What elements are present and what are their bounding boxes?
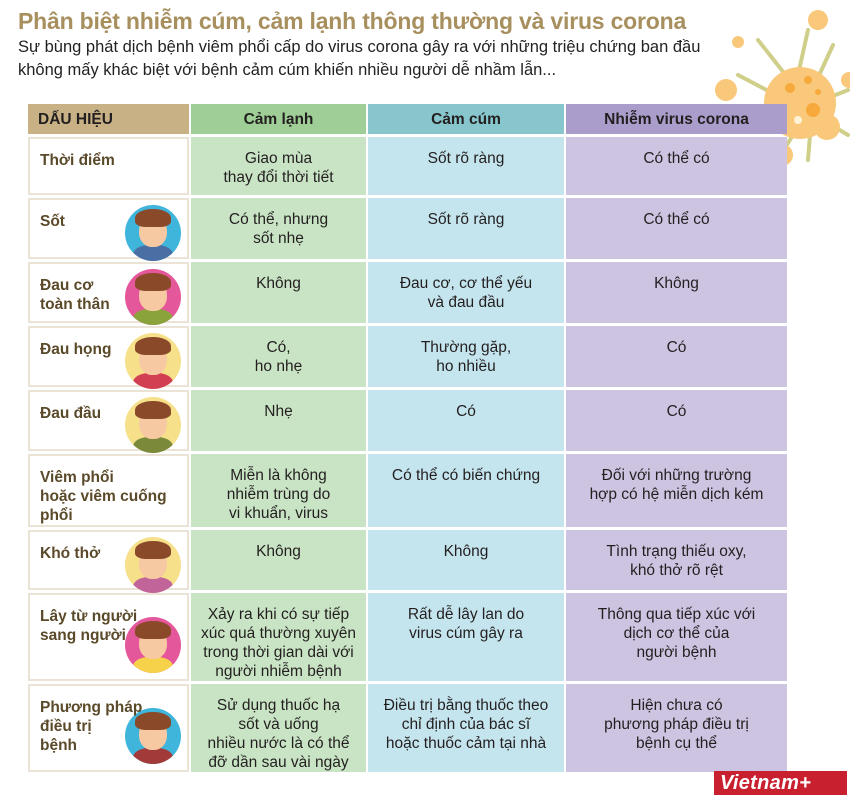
row-sign-label: Thời điểm — [28, 137, 189, 195]
cell-cold: Xảy ra khi có sự tiếp xúc quá thường xuy… — [191, 593, 366, 681]
row-sign-label-text: Viêm phổi hoặc viêm cuống phổi — [40, 469, 167, 524]
cell-flu-text: Điều trị bằng thuốc theo chỉ định của bá… — [383, 697, 549, 752]
cell-corona: Không — [566, 262, 787, 323]
column-header-sign: DẤU HIỆU — [28, 104, 189, 134]
page-subtitle: Sự bùng phát dịch bệnh viêm phổi cấp do … — [18, 38, 701, 79]
fever-person-icon — [125, 205, 181, 261]
cell-corona: Hiện chưa có phương pháp điều trị bệnh c… — [566, 684, 787, 772]
vietnamplus-logo: Vietnam+ — [714, 771, 847, 795]
cell-flu: Sốt rõ ràng — [368, 137, 564, 195]
column-header-corona: Nhiễm virus corona — [566, 104, 787, 134]
table-row: Khó thở Không Không Tình trạng thiếu oxy, k… — [28, 530, 787, 593]
row-sign-label: Đau họng — [28, 326, 189, 389]
cell-cold-text: Sử dụng thuốc hạ sốt và uống nhiều nước … — [207, 697, 350, 771]
cell-corona-text: Thông qua tiếp xúc với dịch cơ thể của n… — [597, 606, 756, 661]
row-sign-label: Lây từ người sang người — [28, 593, 189, 681]
cell-corona: Tình trạng thiếu oxy, khó thở rõ rệt — [566, 530, 787, 590]
cell-corona: Có thể có — [566, 198, 787, 259]
row-sign-label-text: Thời điểm — [40, 152, 115, 169]
row-sign-label-text: Đau họng — [40, 341, 112, 358]
cell-flu: Có — [368, 390, 564, 451]
cell-corona: Có thể có — [566, 137, 787, 195]
cell-cold: Sử dụng thuốc hạ sốt và uống nhiều nước … — [191, 684, 366, 772]
cell-flu: Sốt rõ ràng — [368, 198, 564, 259]
body-ache-person-icon — [125, 269, 181, 325]
cell-flu: Không — [368, 530, 564, 590]
row-sign-label-text: Lây từ người sang người — [40, 608, 138, 644]
cell-corona-text: Tình trạng thiếu oxy, khó thở rõ rệt — [606, 543, 747, 579]
row-sign-label-text: Phương pháp điều trị bệnh — [40, 699, 143, 754]
cell-corona: Có — [566, 390, 787, 451]
cell-cold-text: Nhẹ — [264, 403, 293, 420]
row-sign-label: Phương pháp điều trị bệnh — [28, 684, 189, 772]
cell-flu: Đau cơ, cơ thể yếu và đau đầu — [368, 262, 564, 323]
cell-corona-text: Hiện chưa có phương pháp điều trị bệnh c… — [604, 697, 749, 752]
cell-cold-text: Không — [256, 275, 301, 292]
sick-person-icon — [125, 708, 181, 764]
cell-cold-text: Giao mùa thay đổi thời tiết — [223, 150, 334, 186]
cell-corona-text: Có thể có — [643, 211, 710, 228]
cell-corona-text: Có — [666, 403, 687, 420]
cell-flu-text: Không — [443, 543, 489, 560]
cell-cold-text: Miễn là không nhiễm trùng do vi khuẩn, v… — [226, 467, 331, 522]
row-sign-label: Đau cơ toàn thân — [28, 262, 189, 325]
page-title: Phân biệt nhiễm cúm, cảm lạnh thông thườ… — [18, 8, 687, 34]
row-sign-label: Viêm phổi hoặc viêm cuống phổi — [28, 454, 189, 527]
table-row: Phương pháp điều trị bệnh Sử dụng thuốc h… — [28, 684, 787, 772]
cell-flu: Thường gặp, ho nhiều — [368, 326, 564, 387]
cell-cold-text: Không — [256, 543, 301, 560]
cell-cold: Có, ho nhẹ — [191, 326, 366, 387]
cell-cold: Nhẹ — [191, 390, 366, 451]
table-header-row: DẤU HIỆU Cảm lạnh Cảm cúm Nhiễm virus co… — [28, 104, 787, 134]
table-row: Đau họng Có, ho nhẹ Thường gặp, ho nhiều Có — [28, 326, 787, 389]
comparison-table: DẤU HIỆU Cảm lạnh Cảm cúm Nhiễm virus co… — [26, 101, 789, 775]
cell-flu-text: Sốt rõ ràng — [427, 211, 505, 228]
cell-cold-text: Có, ho nhẹ — [254, 339, 303, 375]
row-sign-label-text: Sốt — [40, 213, 65, 230]
cell-corona: Thông qua tiếp xúc với dịch cơ thể của n… — [566, 593, 787, 681]
row-sign-label-text: Đau cơ toàn thân — [40, 277, 110, 313]
table-row: Đau cơ toàn thân Không Đau cơ, cơ thể yếu … — [28, 262, 787, 325]
column-header-cold: Cảm lạnh — [191, 104, 366, 134]
cell-cold-text: Có thể, nhưng sốt nhẹ — [228, 211, 329, 247]
cell-flu-text: Đau cơ, cơ thể yếu và đau đầu — [399, 275, 533, 311]
cell-cold: Có thể, nhưng sốt nhẹ — [191, 198, 366, 259]
cell-flu-text: Thường gặp, ho nhiều — [420, 339, 512, 375]
table-row: Lây từ người sang người Xảy ra khi có sự … — [28, 593, 787, 681]
column-header-flu: Cảm cúm — [368, 104, 564, 134]
cell-flu: Rất dễ lây lan do virus cúm gây ra — [368, 593, 564, 681]
sneezing-person-icon — [125, 617, 181, 673]
row-sign-label: Đau đầu — [28, 390, 189, 453]
cell-cold: Không — [191, 530, 366, 590]
row-sign-label: Khó thở — [28, 530, 189, 593]
cell-corona-text: Có — [666, 339, 687, 356]
cell-corona-text: Không — [654, 275, 699, 292]
row-sign-label: Sốt — [28, 198, 189, 261]
cell-flu-text: Có — [456, 403, 476, 420]
table-row: Thời điểm Giao mùa thay đổi thời tiết Sốt … — [28, 137, 787, 195]
row-sign-label-text: Khó thở — [40, 545, 101, 562]
cell-cold: Giao mùa thay đổi thời tiết — [191, 137, 366, 195]
breathless-person-icon — [125, 537, 181, 593]
cell-corona-text: Có thể có — [643, 150, 710, 167]
cell-cold: Miễn là không nhiễm trùng do vi khuẩn, v… — [191, 454, 366, 527]
cell-cold: Không — [191, 262, 366, 323]
cell-flu-text: Có thể có biến chứng — [391, 467, 541, 484]
cell-corona-text: Đối với những trường hợp có hệ miễn dịch… — [589, 467, 764, 503]
cell-flu-text: Rất dễ lây lan do virus cúm gây ra — [407, 606, 525, 642]
sore-throat-person-icon — [125, 333, 181, 389]
cell-flu-text: Sốt rõ ràng — [427, 150, 505, 167]
row-sign-label-text: Đau đầu — [40, 405, 102, 422]
cell-corona: Đối với những trường hợp có hệ miễn dịch… — [566, 454, 787, 527]
cell-corona: Có — [566, 326, 787, 387]
table-row: Sốt Có thể, nhưng sốt nhẹ Sốt rõ ràng Có th… — [28, 198, 787, 261]
table-row: Đau đầu Nhẹ Có Có — [28, 390, 787, 453]
cell-cold-text: Xảy ra khi có sự tiếp xúc quá thường xuy… — [201, 606, 356, 680]
headache-person-icon — [125, 397, 181, 453]
cell-flu: Điều trị bằng thuốc theo chỉ định của bá… — [368, 684, 564, 772]
table-row: Viêm phổi hoặc viêm cuống phổi Miễn là kh… — [28, 454, 787, 527]
cell-flu: Có thể có biến chứng — [368, 454, 564, 527]
